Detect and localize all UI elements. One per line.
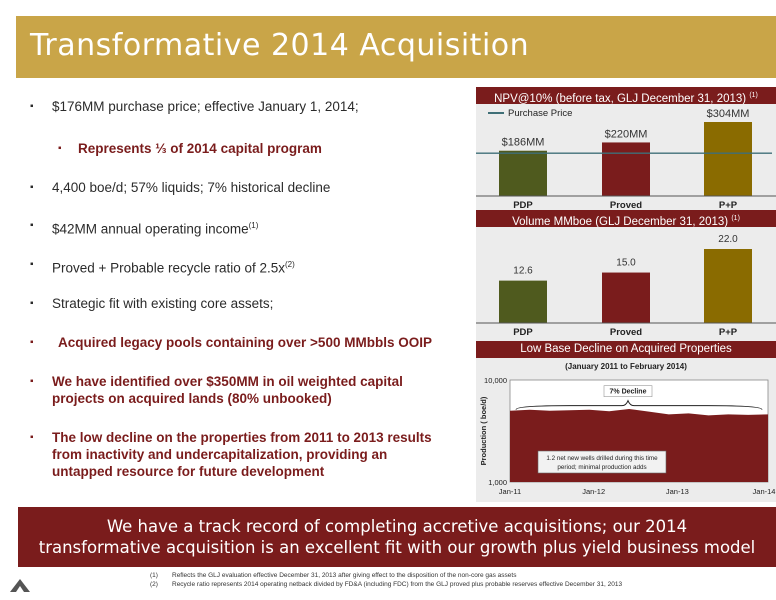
footnote-ref: (1) bbox=[248, 221, 259, 230]
decline-subtitle: (January 2011 to February 2014) bbox=[565, 362, 687, 371]
bullet-text: Strategic fit with existing core assets; bbox=[52, 296, 274, 311]
npv-category-label: P+P bbox=[719, 200, 738, 210]
x-tick-label: Jan-14 bbox=[753, 487, 776, 496]
bullet-text: $42MM annual operating income bbox=[52, 221, 249, 237]
bullet-text: 4,400 boe/d; 57% liquids; 7% historical … bbox=[52, 180, 331, 195]
note-box bbox=[537, 450, 667, 474]
volume-category-label: PDP bbox=[513, 327, 533, 338]
volume-chart-title: Volume MMboe (GLJ December 31, 2013) (1) bbox=[476, 210, 776, 228]
decline-area-chart: (January 2011 to February 2014) 10,000 1,0… bbox=[476, 358, 776, 502]
npv-bar-pdp bbox=[499, 150, 547, 196]
npv-bar-ppp bbox=[704, 122, 752, 196]
decline-brace bbox=[515, 399, 763, 411]
npv-bar-proved bbox=[602, 142, 650, 196]
y-axis-label: Production ( boe/d) bbox=[479, 396, 488, 465]
y-tick-label: 1,000 bbox=[488, 478, 507, 487]
legend-purchase-price: Purchase Price bbox=[508, 108, 572, 119]
bullet-marker: ▪ bbox=[30, 432, 34, 443]
footnote-ref: (2) bbox=[285, 260, 295, 269]
npv-value-label: $220MM bbox=[605, 128, 648, 140]
npv-value-label: $186MM bbox=[502, 137, 545, 149]
volume-category-label: P+P bbox=[719, 327, 738, 338]
company-mountain-logo-icon bbox=[10, 579, 30, 592]
footnote: (2) Recycle ratio represents 2014 operati… bbox=[150, 581, 623, 588]
npv-value-label: $304MM bbox=[707, 108, 750, 120]
banner-line-2: transformative acquisition is an excelle… bbox=[38, 538, 756, 557]
bullet-marker: ▪ bbox=[58, 143, 62, 154]
bottom-banner: We have a track record of completing acc… bbox=[18, 507, 776, 567]
volume-bar-ppp bbox=[704, 249, 752, 323]
decline-annotation: 7% Decline bbox=[610, 389, 647, 396]
bullet-text: $176MM purchase price; effective January… bbox=[52, 99, 359, 114]
title-accent bbox=[8, 16, 16, 78]
title-bar: Transformative 2014 Acquisition bbox=[8, 16, 776, 78]
npv-category-label: Proved bbox=[610, 200, 642, 210]
bullet-text: Represents ⅓ of 2014 capital program bbox=[78, 141, 322, 156]
volume-bar-proved bbox=[602, 272, 650, 323]
decline-chart-title: Low Base Decline on Acquired Properties bbox=[476, 341, 776, 358]
bullet-marker: ▪ bbox=[30, 376, 34, 387]
npv-category-label: PDP bbox=[513, 200, 533, 210]
note-line-2: period; minimal production adds bbox=[557, 464, 646, 471]
volume-value-label: 22.0 bbox=[718, 234, 738, 245]
bullet-marker: ▪ bbox=[30, 298, 34, 309]
bullet-marker: ▪ bbox=[30, 182, 34, 193]
bullet-text: We have identified over $350MM in oil we… bbox=[52, 374, 403, 406]
volume-bar-pdp bbox=[499, 280, 547, 323]
bullet-marker: ▪ bbox=[30, 337, 34, 348]
x-tick-label: Jan-13 bbox=[666, 487, 689, 496]
volume-value-label: 12.6 bbox=[513, 266, 533, 277]
x-tick-label: Jan-11 bbox=[499, 487, 521, 496]
bullet-marker: ▪ bbox=[30, 101, 34, 112]
bullet-text: The low decline on the properties from 2… bbox=[52, 430, 432, 479]
banner-line-1: We have a track record of completing acc… bbox=[106, 517, 688, 536]
bullet-text: Acquired legacy pools containing over >5… bbox=[58, 335, 432, 350]
volume-value-label: 15.0 bbox=[616, 258, 636, 269]
footnote: (1) Reflects the GLJ evaluation effective… bbox=[150, 572, 517, 579]
page-title: Transformative 2014 Acquisition bbox=[30, 28, 530, 63]
bullet-marker: ▪ bbox=[30, 259, 34, 270]
y-tick-label: 10,000 bbox=[484, 376, 507, 385]
volume-bar-chart: 12.6 PDP 15.0 Proved 22.0 P+P bbox=[476, 227, 776, 341]
x-tick-label: Jan-12 bbox=[582, 487, 605, 496]
volume-category-label: Proved bbox=[610, 327, 642, 338]
bullet-marker: ▪ bbox=[30, 220, 34, 231]
npv-chart-title: NPV@10% (before tax, GLJ December 31, 20… bbox=[476, 87, 776, 105]
footnotes: (1) Reflects the GLJ evaluation effective… bbox=[150, 572, 770, 590]
bullet-text: Proved + Probable recycle ratio of 2.5x bbox=[52, 260, 286, 276]
npv-bar-chart: $186MM PDP $220MM Proved $304MM P+P Purchase P… bbox=[476, 104, 776, 210]
decline-annotation-box bbox=[603, 385, 653, 397]
note-line-1: 1.2 net new wells drilled during this ti… bbox=[546, 455, 658, 462]
